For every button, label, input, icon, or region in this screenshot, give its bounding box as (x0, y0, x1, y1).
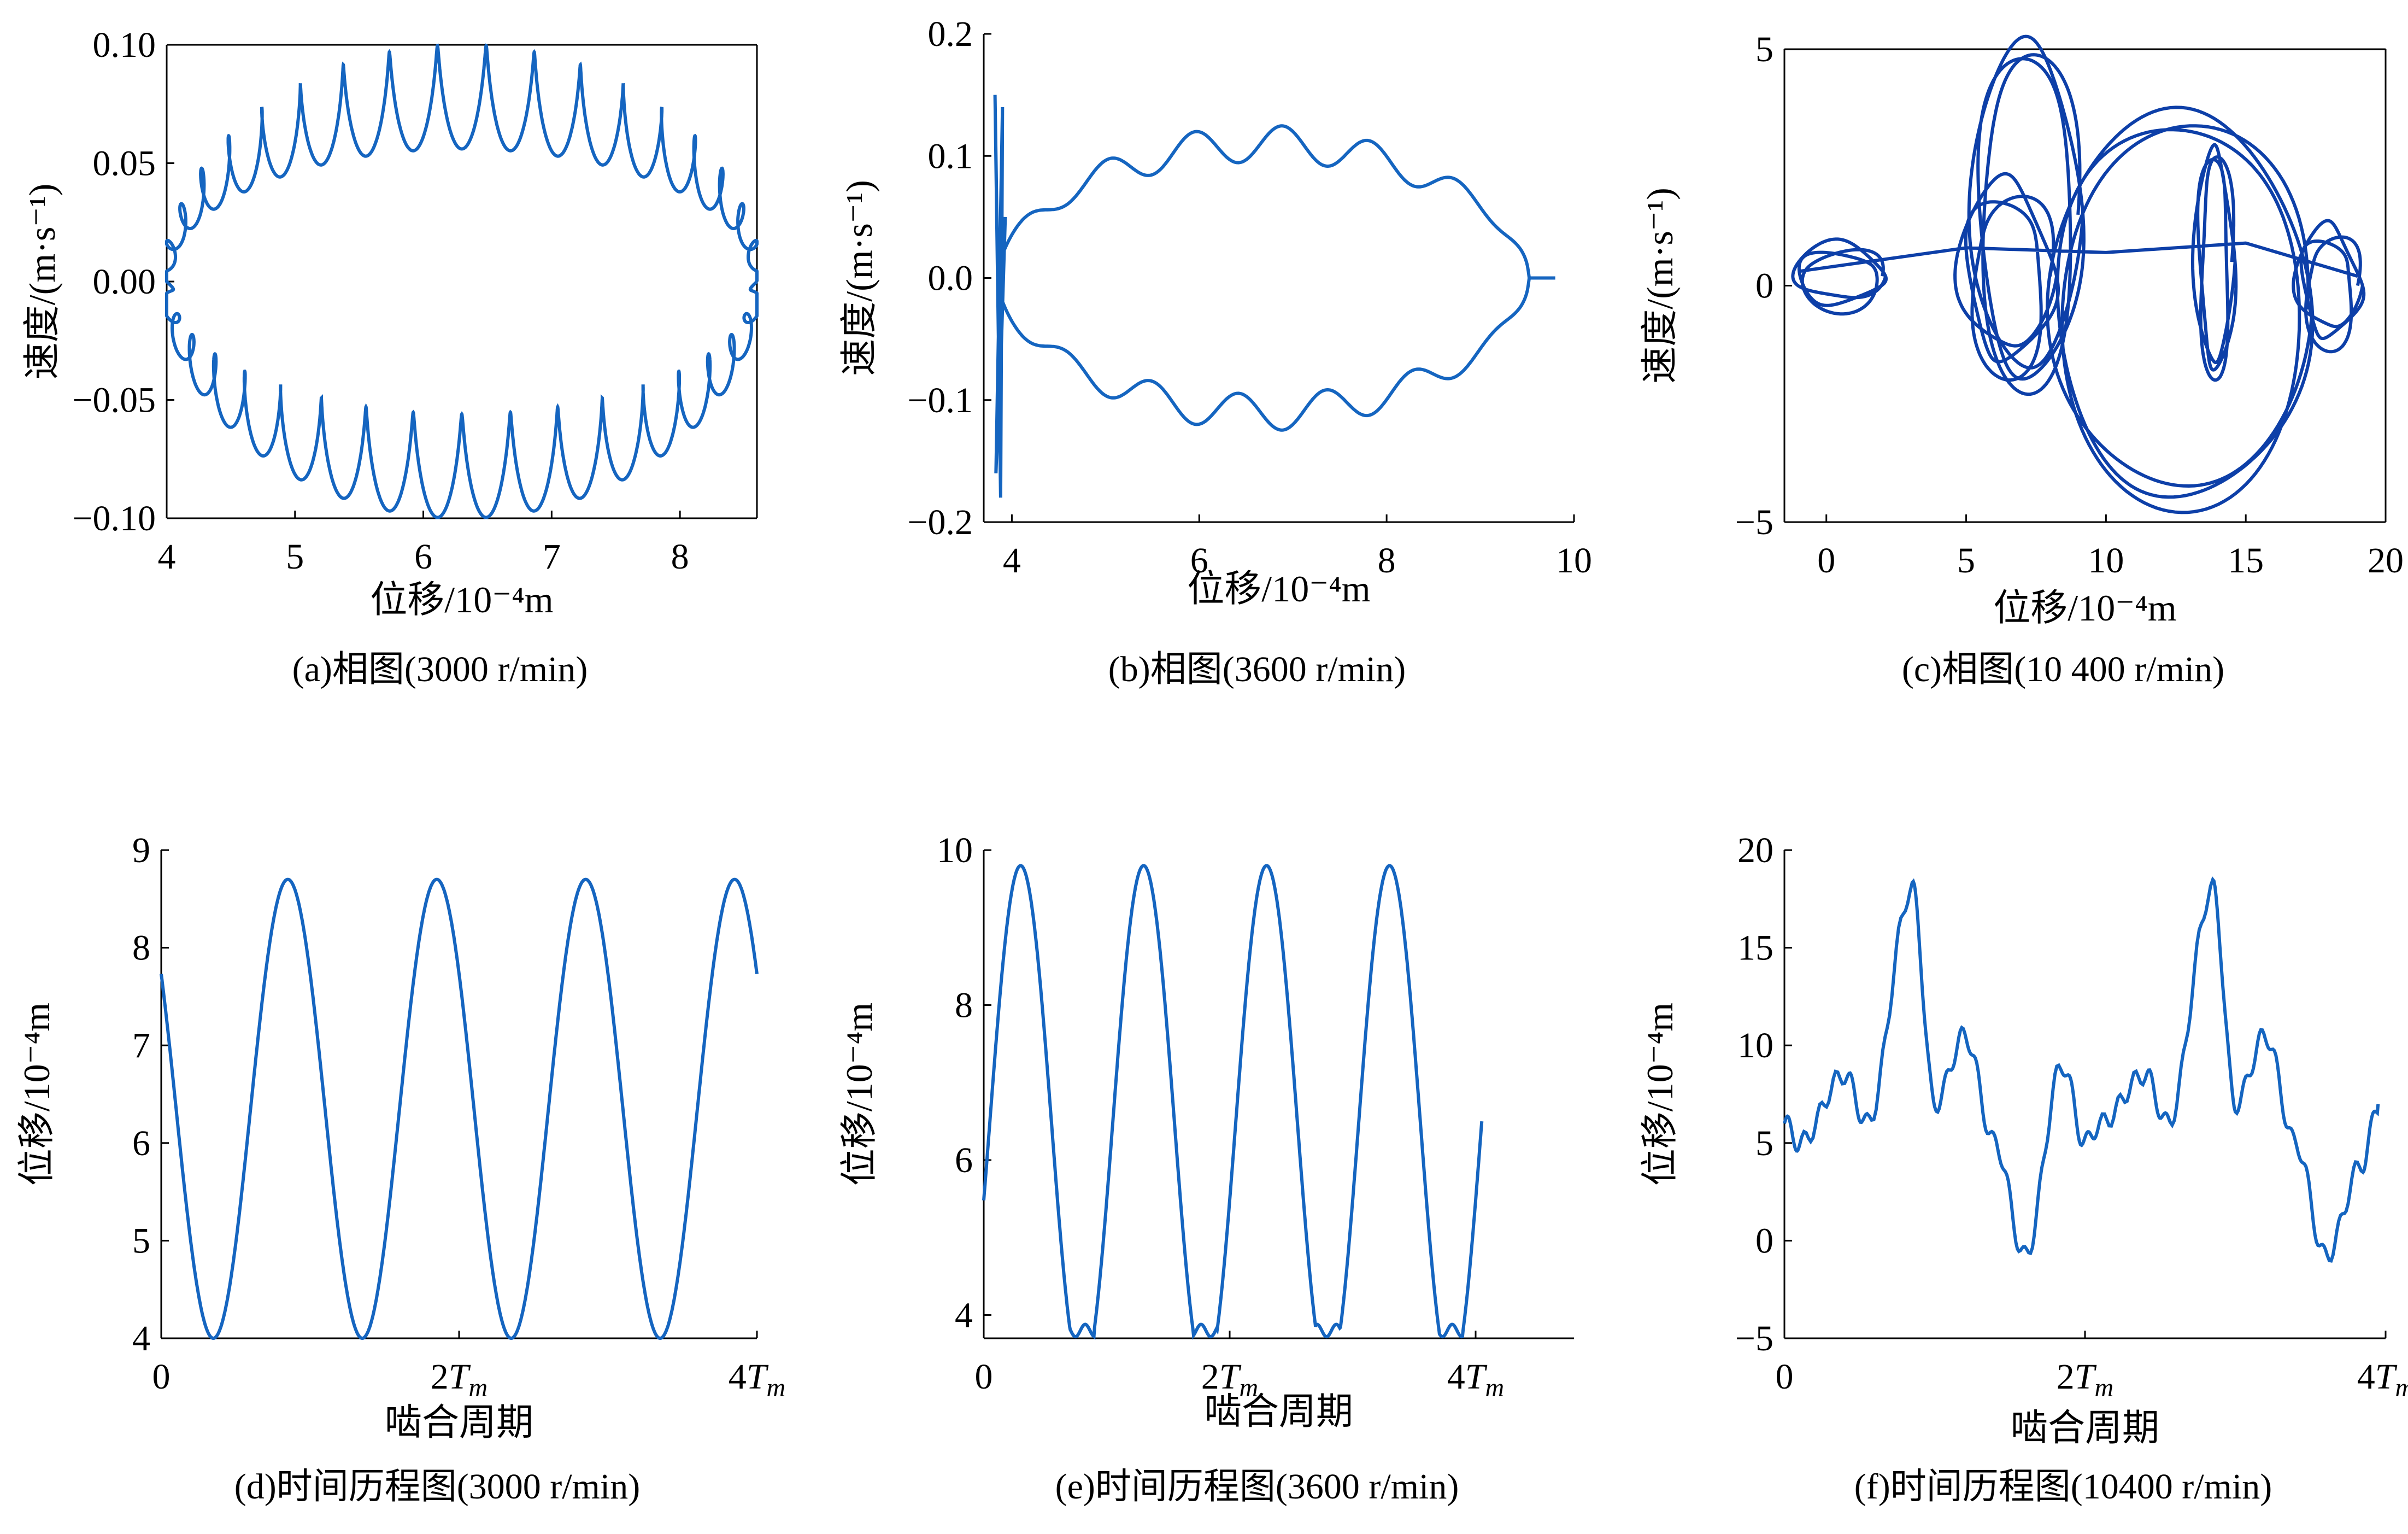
yticks-e: 4 6 8 10 (937, 830, 991, 1335)
xticks-d: 0 2Tm 4Tm (152, 1331, 785, 1402)
caption-c: (c)相图(10 400 r/min) (1901, 649, 2225, 689)
x-tick-label-c-3: 15 (2228, 541, 2264, 581)
series-line-a (165, 43, 759, 519)
caption-a: (a)相图(3000 r/min) (292, 649, 588, 689)
y-tick-label-f-2: 5 (1755, 1123, 1773, 1163)
xticks-a: 4 5 6 7 8 (158, 511, 689, 577)
y-tick-label-b-2: 0.0 (928, 259, 973, 298)
x-tick-label-b-3: 10 (1556, 541, 1592, 581)
y-tick-label-a-3: 0.05 (93, 144, 156, 184)
x-tick-label-a-4: 8 (671, 537, 689, 577)
x-tick-label-f-2: 4Tm (2357, 1357, 2408, 1402)
x-tick-label-a-0: 4 (158, 537, 176, 577)
x-tick-label-b-2: 8 (1378, 541, 1396, 581)
ylabel-e: 位移/10⁻⁴m (838, 1003, 880, 1186)
series-line-e (982, 864, 1484, 1340)
x-tick-label-d-0: 0 (152, 1357, 171, 1397)
y-tick-label-a-2: 0.00 (93, 262, 156, 302)
x-tick-label-c-4: 20 (2368, 541, 2404, 581)
y-tick-label-c-0: −5 (1735, 502, 1773, 542)
ylabel-d: 位移/10⁻⁴m (16, 1003, 57, 1186)
y-tick-label-c-1: 0 (1755, 266, 1773, 306)
ylabel-c: 速度/(m·s⁻¹) (1639, 188, 1681, 383)
ylabel-a: 速度/(m·s⁻¹) (21, 184, 63, 379)
y-tick-label-d-4: 8 (132, 928, 150, 968)
xticks-b: 4 6 8 10 (1003, 514, 1592, 581)
yticks-b: −0.2 −0.1 0.0 0.1 0.2 (907, 14, 991, 542)
y-tick-label-b-4: 0.2 (928, 14, 973, 54)
x-tick-label-b-1: 6 (1190, 541, 1208, 581)
series-line-b (993, 95, 1555, 498)
xlabel-b: 位移/10⁻⁴m (1187, 568, 1370, 610)
xlabel-f: 啮合周期 (2011, 1407, 2159, 1449)
caption-e: (e)时间历程图(3600 r/min) (1055, 1467, 1459, 1507)
axes-b (983, 34, 1574, 523)
x-tick-label-a-3: 7 (543, 537, 561, 577)
yticks-c: −5 0 5 (1735, 30, 1792, 542)
caption-f: (f)时间历程图(10400 r/min) (1854, 1467, 2272, 1507)
x-tick-label-b-0: 4 (1003, 541, 1021, 581)
y-tick-label-e-2: 8 (955, 985, 973, 1025)
y-tick-label-d-5: 9 (132, 830, 150, 870)
x-tick-label-f-0: 0 (1776, 1357, 1794, 1397)
y-tick-label-f-3: 10 (1737, 1026, 1773, 1065)
y-tick-label-a-0: −0.10 (72, 499, 156, 538)
y-tick-label-e-3: 10 (937, 830, 973, 870)
ylabel-f: 位移/10⁻⁴m (1639, 1003, 1681, 1186)
x-tick-label-d-2: 4Tm (729, 1357, 785, 1402)
x-tick-label-c-0: 0 (1817, 541, 1835, 581)
x-tick-label-e-0: 0 (975, 1357, 993, 1397)
series-line-d (160, 877, 759, 1340)
caption-b: (b)相图(3600 r/min) (1108, 649, 1406, 689)
y-tick-label-b-0: −0.2 (907, 502, 973, 542)
x-tick-label-a-1: 5 (286, 537, 304, 577)
y-tick-label-a-4: 0.10 (93, 25, 156, 65)
series-line-c (1791, 34, 2366, 514)
axes-f (1783, 850, 2386, 1339)
y-tick-label-d-0: 4 (132, 1319, 150, 1359)
y-tick-label-f-0: −5 (1735, 1319, 1773, 1359)
yticks-f: −5 0 5 10 15 20 (1735, 830, 1792, 1359)
x-tick-label-c-2: 10 (2088, 541, 2124, 581)
y-tick-label-c-2: 5 (1755, 30, 1773, 69)
caption-d: (d)时间历程图(3000 r/min) (234, 1467, 641, 1507)
y-tick-label-e-1: 6 (955, 1140, 973, 1180)
y-tick-label-d-2: 6 (132, 1123, 150, 1163)
x-tick-label-f-1: 2Tm (2057, 1357, 2113, 1402)
panel-d: 0 2Tm 4Tm 4 5 6 7 8 9 啮合周期 位移/10⁻⁴m (16, 830, 785, 1443)
axes-c (1783, 48, 2387, 523)
y-tick-label-d-3: 7 (132, 1026, 150, 1065)
y-tick-label-b-3: 0.1 (928, 136, 973, 176)
yticks-d: 4 5 6 7 8 9 (132, 830, 169, 1359)
panel-b: 4 6 8 10 −0.2 −0.1 0.0 0.1 0.2 位移/10⁻⁴m 速度/(m·s… (838, 14, 1592, 610)
series-line-f (1783, 876, 2380, 1263)
x-tick-label-e-2: 4Tm (1447, 1357, 1504, 1402)
x-tick-label-a-2: 6 (414, 537, 432, 577)
y-tick-label-a-1: −0.05 (72, 380, 156, 420)
yticks-a: −0.10 −0.05 0.00 0.05 0.10 (72, 25, 174, 538)
y-tick-label-b-1: −0.1 (907, 380, 973, 420)
x-tick-label-c-1: 5 (1957, 541, 1975, 581)
ylabel-b: 速度/(m·s⁻¹) (838, 180, 880, 376)
xticks-f: 0 2Tm 4Tm (1776, 1331, 2408, 1402)
y-tick-label-d-1: 5 (132, 1221, 150, 1261)
y-tick-label-f-4: 15 (1737, 928, 1773, 968)
y-tick-label-e-0: 4 (955, 1295, 973, 1335)
xlabel-d: 啮合周期 (385, 1402, 533, 1443)
panel-c: 0 5 10 15 20 −5 0 5 位移/10⁻⁴m 速度/(m·s⁻¹) (1639, 30, 2404, 629)
panel-a: 4 5 6 7 8 −0.10 −0.05 0.00 0.05 0.10 位移/10⁻⁴m 速度… (21, 25, 759, 620)
y-tick-label-f-1: 0 (1755, 1221, 1773, 1261)
xlabel-e: 啮合周期 (1205, 1391, 1353, 1432)
xticks-c: 0 5 10 15 20 (1817, 514, 2404, 581)
xlabel-c: 位移/10⁻⁴m (1993, 587, 2176, 629)
x-tick-label-d-1: 2Tm (431, 1357, 488, 1402)
xlabel-a: 位移/10⁻⁴m (370, 579, 553, 620)
y-tick-label-f-5: 20 (1737, 830, 1773, 870)
